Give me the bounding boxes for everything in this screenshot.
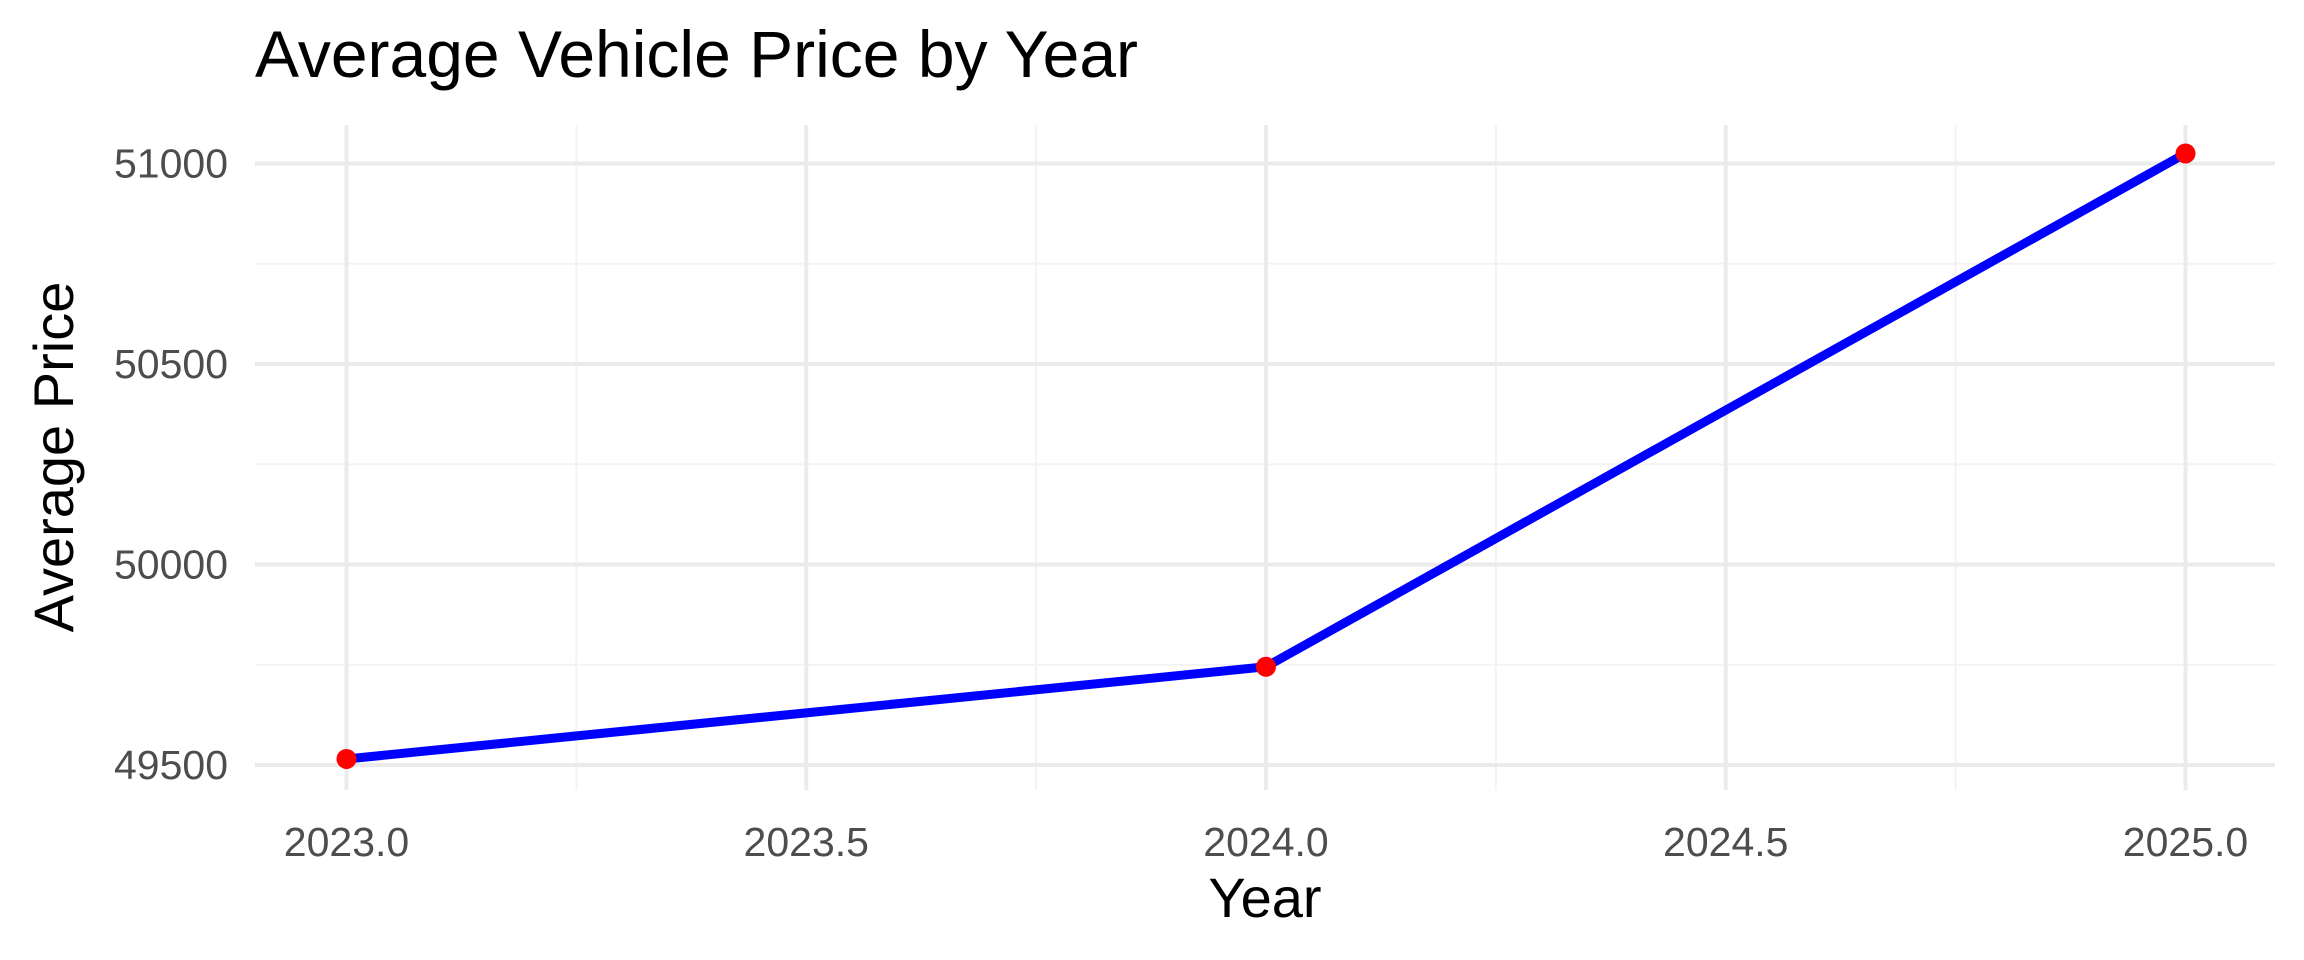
points-layer [336,143,2196,769]
y-tick-label: 50000 [114,542,228,588]
x-tick-label: 2024.0 [1203,819,1328,865]
x-tick-label: 2024.5 [1663,819,1788,865]
x-axis-title: Year [1208,866,1321,929]
chart-title: Average Vehicle Price by Year [255,17,1138,91]
x-tick-label: 2023.5 [744,819,869,865]
grid [255,125,2275,790]
x-tick-label: 2025.0 [2123,819,2248,865]
data-point [2175,143,2196,164]
y-tick-label: 51000 [114,141,228,187]
y-tick-label: 49500 [114,742,228,788]
y-axis-title: Average Price [22,282,85,633]
y-axis-tick-labels: 49500 50000 50500 51000 [114,141,228,789]
data-point [336,748,357,769]
x-axis-tick-labels: 2023.0 2023.5 2024.0 2024.5 2025.0 [284,819,2248,865]
data-point [1256,656,1276,677]
y-tick-label: 50500 [114,341,228,387]
x-tick-label: 2023.0 [284,819,409,865]
